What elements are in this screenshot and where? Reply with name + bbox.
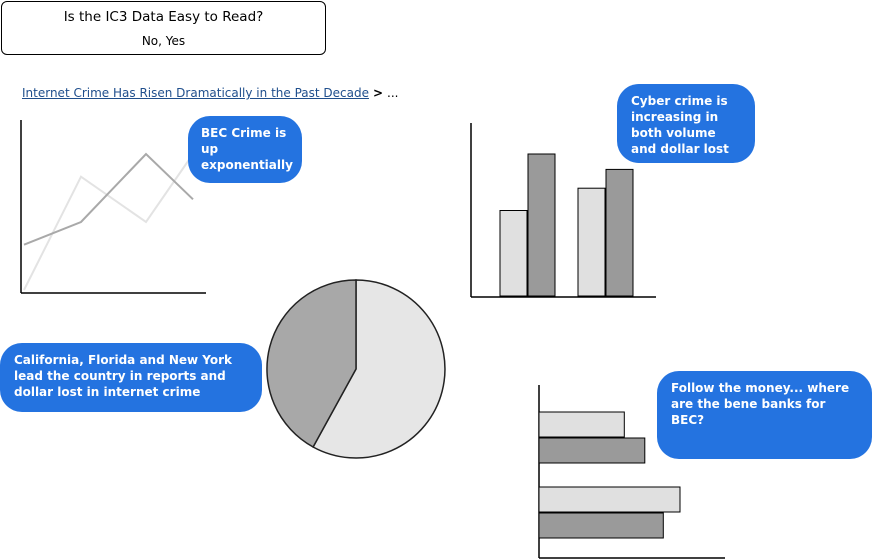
breadcrumb-separator: > [372,86,384,100]
answer-text: No, Yes [141,34,186,48]
callout-cyber-crime: Cyber crime is increasing in both volume… [617,84,755,163]
callout-states: California, Florida and New York lead th… [0,343,262,412]
hbar-bar [538,486,681,513]
vbar-bar [499,210,528,297]
vbar-bar [527,153,556,297]
pie-chart [266,279,446,459]
hbar-bar [538,512,664,539]
vbar-bar [577,187,606,297]
question-title: Is the IC3 Data Easy to Read? [63,9,264,25]
vertical-bar-chart [470,123,656,298]
breadcrumb-ellipsis[interactable]: ... [387,86,399,100]
hbar-bar [538,411,625,438]
callout-follow-money: Follow the money... where are the bene b… [657,371,872,459]
pie-slice-2 [266,279,357,449]
question-box: Is the IC3 Data Easy to Read? No, Yes [1,1,326,55]
horizontal-bar-chart [538,385,725,559]
hbar-bar [538,437,646,464]
callout-bec-crime: BEC Crime is up exponentially [188,116,302,183]
breadcrumb: Internet Crime Has Risen Dramatically in… [22,86,398,100]
line-series-2 [23,152,194,246]
pie-slice-1 [312,279,446,459]
vbar-bar [605,168,634,297]
breadcrumb-link[interactable]: Internet Crime Has Risen Dramatically in… [22,86,369,100]
line-chart [20,120,206,294]
